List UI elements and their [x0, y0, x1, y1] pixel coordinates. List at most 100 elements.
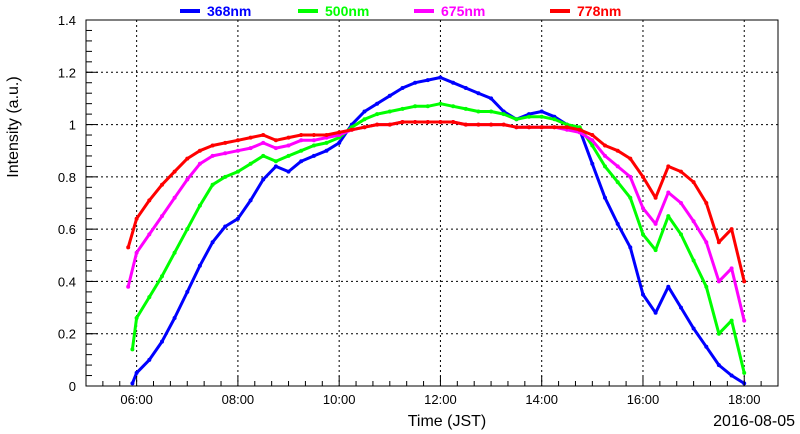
series-layer [126, 75, 747, 386]
legend: 368nm 500nm 675nm 778nm [180, 3, 621, 19]
data-point [210, 143, 215, 148]
data-point [261, 153, 266, 158]
data-point [438, 101, 443, 106]
x-axis-title: Time (JST) [408, 413, 487, 430]
data-point [261, 177, 266, 182]
data-point [729, 373, 734, 378]
data-point [299, 133, 304, 137]
data-point [172, 169, 177, 174]
legend-label: 778nm [577, 3, 621, 19]
data-point [160, 182, 164, 187]
data-point [729, 227, 734, 232]
data-point [147, 357, 152, 362]
data-point [299, 159, 304, 164]
data-point [185, 156, 190, 161]
data-point [425, 120, 430, 124]
data-point [552, 117, 557, 122]
data-point [248, 135, 253, 140]
data-point [476, 122, 481, 127]
legend-label: 675nm [441, 3, 485, 19]
data-point [387, 109, 392, 114]
y-tick-label: 0.6 [58, 222, 76, 237]
data-point [160, 214, 164, 219]
data-point [223, 140, 228, 145]
data-point [311, 143, 316, 148]
data-point [400, 106, 405, 111]
data-point [603, 153, 607, 158]
data-point [223, 224, 228, 229]
data-point [514, 117, 519, 122]
series-368nm [130, 75, 747, 386]
data-point [590, 161, 595, 166]
data-point [197, 203, 202, 208]
data-point [375, 122, 380, 127]
data-point [235, 169, 240, 174]
data-point [615, 148, 620, 153]
data-point [197, 263, 202, 268]
data-point [337, 140, 342, 145]
data-point [489, 109, 494, 114]
data-point [134, 316, 139, 320]
x-tick-label: 06:00 [120, 392, 153, 407]
data-point [413, 80, 418, 85]
y-tick-label: 0 [69, 379, 76, 394]
legend-label: 368nm [207, 3, 251, 19]
data-point [126, 245, 131, 250]
data-point [716, 279, 721, 284]
data-point [679, 169, 683, 174]
data-point [349, 127, 354, 132]
data-point [413, 104, 418, 109]
data-point [160, 274, 164, 279]
data-point [552, 125, 557, 130]
data-point [691, 180, 696, 185]
data-point [134, 250, 139, 255]
data-point [438, 120, 443, 124]
data-point [286, 153, 291, 158]
data-point [565, 125, 569, 130]
legend-label: 500nm [325, 3, 369, 19]
y-tick-label: 1 [69, 118, 76, 133]
data-point [641, 174, 645, 179]
data-point [172, 195, 177, 200]
data-point [362, 125, 367, 130]
data-point [679, 232, 683, 237]
data-point [210, 240, 215, 245]
data-point [134, 216, 139, 221]
data-point [375, 101, 380, 106]
data-point [628, 245, 633, 250]
data-point [387, 122, 392, 127]
data-point [501, 122, 506, 127]
data-point [362, 117, 367, 122]
data-point [476, 91, 481, 96]
data-point [400, 86, 405, 90]
data-point [716, 331, 721, 336]
data-point [413, 120, 418, 124]
data-point [299, 148, 304, 153]
data-point [172, 316, 177, 320]
data-point [704, 240, 709, 245]
data-point [628, 174, 633, 179]
data-point [641, 232, 645, 237]
data-point [172, 250, 177, 255]
data-point [729, 318, 734, 323]
series-line [126, 120, 746, 282]
data-point [286, 169, 291, 174]
data-point [615, 180, 620, 185]
x-tick-label: 18:00 [728, 392, 761, 407]
data-point [679, 305, 683, 310]
data-point [273, 146, 278, 151]
data-point [223, 174, 228, 179]
data-point [742, 279, 747, 284]
data-point [603, 164, 607, 169]
y-tick-label: 0.2 [58, 327, 76, 342]
data-point [286, 135, 291, 140]
data-point [691, 326, 696, 331]
data-point [704, 344, 709, 349]
data-point [387, 93, 392, 98]
data-point [324, 140, 329, 145]
data-point [147, 295, 152, 300]
data-point [286, 143, 291, 148]
data-point [261, 133, 266, 137]
data-point [628, 195, 633, 200]
data-point [130, 347, 135, 352]
